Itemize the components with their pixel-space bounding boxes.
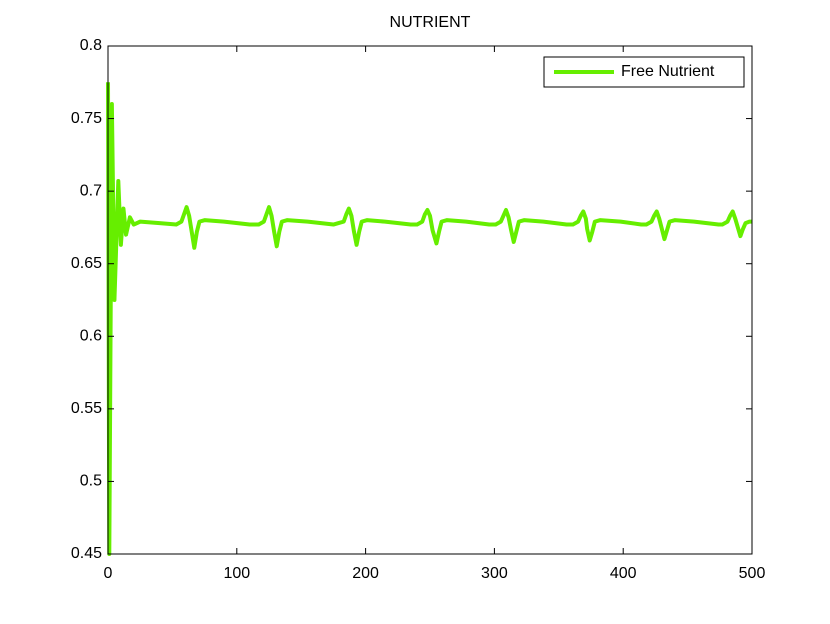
y-tick-label: 0.6	[80, 328, 102, 345]
y-tick-label: 0.8	[80, 37, 102, 54]
y-tick-label: 0.65	[71, 255, 102, 272]
y-tick-label: 0.7	[80, 182, 102, 199]
y-tick-label: 0.55	[71, 400, 102, 417]
legend-label: Free Nutrient	[621, 63, 715, 80]
y-tick-label: 0.75	[71, 110, 102, 127]
x-tick-label: 500	[739, 565, 766, 582]
x-tick-label: 300	[481, 565, 508, 582]
x-tick-label: 200	[352, 565, 379, 582]
data-line	[106, 82, 752, 556]
plot-frame	[107, 45, 753, 555]
chart-title: NUTRIENT	[390, 14, 471, 31]
y-tick-label: 0.5	[80, 473, 102, 490]
x-tick-label: 100	[223, 565, 250, 582]
x-tick-label: 400	[610, 565, 637, 582]
y-tick-label: 0.45	[71, 545, 102, 562]
x-tick-label: 0	[104, 565, 113, 582]
